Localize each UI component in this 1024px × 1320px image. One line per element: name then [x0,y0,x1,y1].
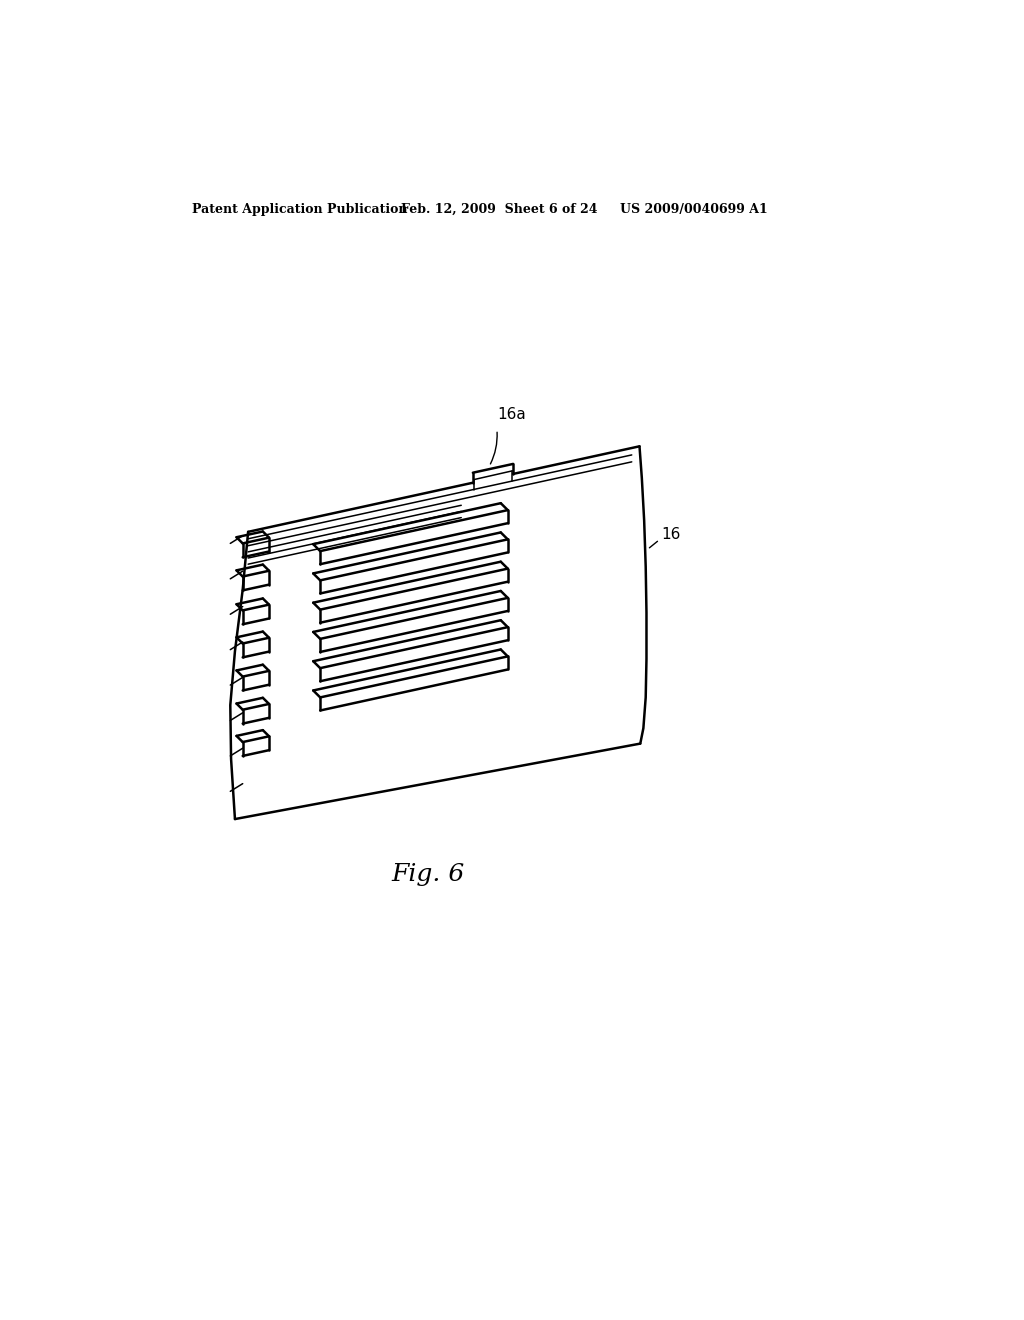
Text: US 2009/0040699 A1: US 2009/0040699 A1 [621,203,768,216]
Text: Feb. 12, 2009  Sheet 6 of 24: Feb. 12, 2009 Sheet 6 of 24 [400,203,597,216]
Text: Patent Application Publication: Patent Application Publication [191,203,408,216]
Text: 16: 16 [662,527,681,541]
Text: Fig. 6: Fig. 6 [391,863,465,886]
Text: 16a: 16a [498,407,526,422]
